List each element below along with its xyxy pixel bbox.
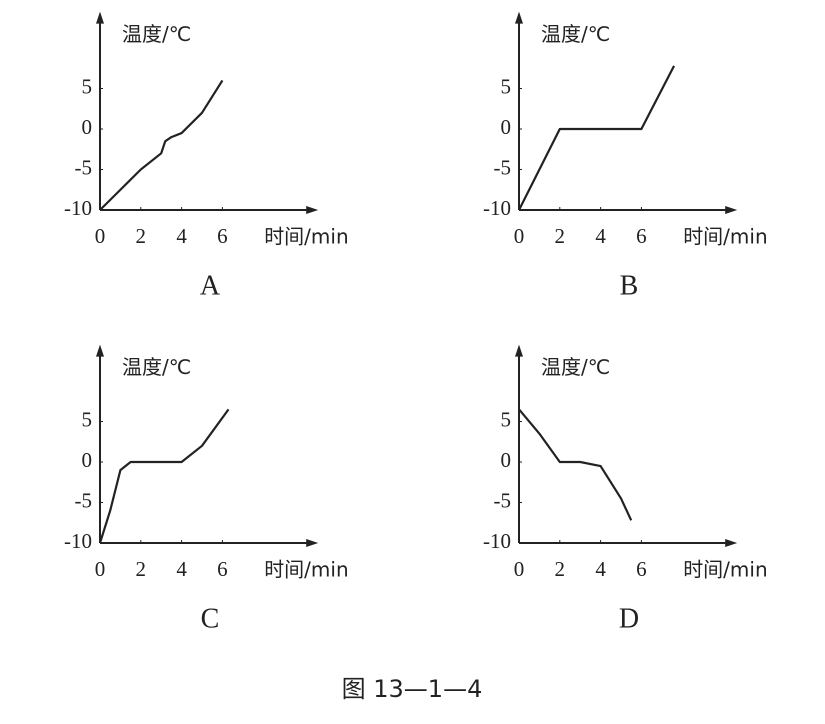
x-tick-label: 6: [636, 224, 647, 248]
x-axis-label: 时间/min: [264, 558, 348, 582]
y-tick-label: 0: [501, 448, 512, 472]
y-tick-label: -5: [494, 488, 512, 512]
y-axis-arrow: [96, 11, 104, 24]
x-axis-arrow: [725, 206, 738, 214]
panel-label: B: [620, 270, 639, 301]
x-tick-label: 4: [595, 557, 606, 581]
x-axis-label: 时间/min: [683, 558, 767, 582]
x-tick-label: 4: [595, 224, 606, 248]
y-axis-arrow: [515, 11, 523, 24]
data-line: [98, 408, 230, 544]
caption: 图 13—1—4: [342, 675, 483, 703]
y-axis-label: 温度/℃: [541, 355, 610, 379]
data-line: [518, 65, 676, 211]
data-line: [518, 408, 633, 521]
x-axis-label: 时间/min: [683, 225, 767, 249]
y-axis-arrow: [96, 344, 104, 357]
y-tick-label: -5: [75, 488, 93, 512]
y-axis-label: 温度/℃: [122, 355, 191, 379]
x-axis-arrow: [725, 539, 738, 547]
panel-label: A: [200, 270, 221, 301]
x-tick-label: 2: [555, 557, 566, 581]
x-tick-label: 2: [136, 224, 147, 248]
y-tick-label: 0: [82, 115, 93, 139]
x-tick-label: 4: [176, 224, 187, 248]
y-tick-label: -5: [75, 155, 93, 179]
y-tick-label: 5: [82, 407, 93, 431]
y-tick-label: -10: [64, 529, 92, 553]
y-tick-label: -10: [483, 529, 511, 553]
y-tick-label: 0: [501, 115, 512, 139]
x-tick-label: 0: [514, 557, 525, 581]
x-tick-label: 0: [95, 224, 106, 248]
y-tick-label: 5: [501, 407, 512, 431]
x-axis-arrow: [306, 539, 319, 547]
x-tick-label: 2: [555, 224, 566, 248]
y-axis-label: 温度/℃: [541, 22, 610, 46]
y-tick-label: -10: [64, 196, 92, 220]
y-tick-label: -10: [483, 196, 511, 220]
panel-label: C: [201, 603, 220, 634]
x-tick-label: 0: [514, 224, 525, 248]
y-axis-arrow: [515, 344, 523, 357]
data-line: [99, 79, 224, 211]
y-axis-label: 温度/℃: [122, 22, 191, 46]
y-tick-label: 5: [501, 74, 512, 98]
y-tick-label: 5: [82, 74, 93, 98]
x-tick-label: 6: [217, 224, 228, 248]
x-tick-label: 6: [636, 557, 647, 581]
x-tick-label: 0: [95, 557, 106, 581]
panel-label: D: [619, 603, 639, 634]
y-tick-label: -5: [494, 155, 512, 179]
x-tick-label: 6: [217, 557, 228, 581]
x-tick-label: 2: [136, 557, 147, 581]
x-tick-label: 4: [176, 557, 187, 581]
x-axis-label: 时间/min: [264, 225, 348, 249]
y-tick-label: 0: [82, 448, 93, 472]
x-axis-arrow: [306, 206, 319, 214]
